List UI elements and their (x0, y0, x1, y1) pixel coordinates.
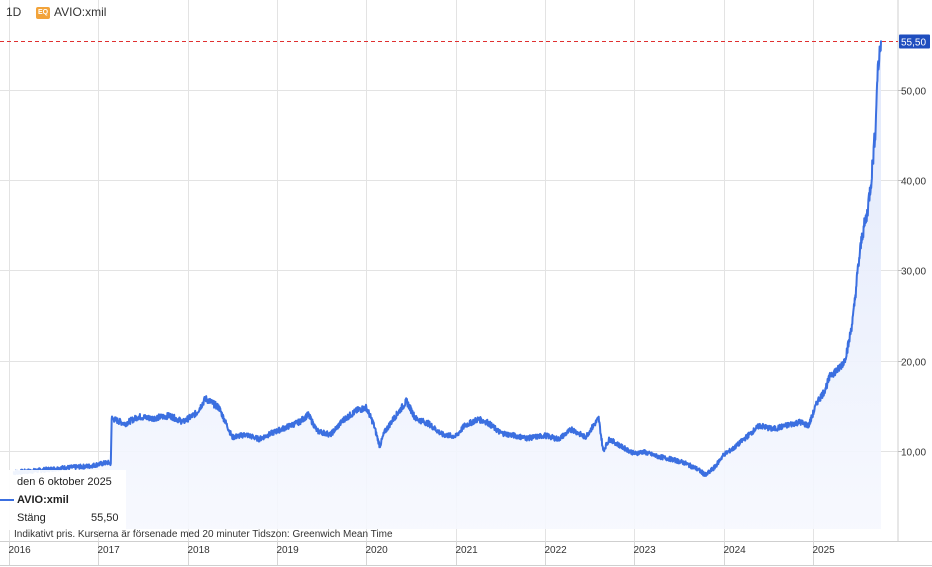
area-fill (13, 40, 881, 529)
x-tick-label: 2017 (98, 545, 121, 556)
x-tick-label: 2016 (9, 545, 32, 556)
last-price-tag (899, 34, 930, 49)
x-tick-label: 2018 (188, 545, 211, 556)
legend-series-label: AVIO:xmil (17, 494, 69, 506)
x-tick-label: 2020 (366, 545, 389, 556)
legend-close-label: Stäng (17, 512, 46, 524)
series-line-icon (0, 499, 14, 502)
x-tick-label: 2025 (813, 545, 836, 556)
legend-date: den 6 oktober 2025 (17, 476, 112, 488)
x-tick-label: 2021 (456, 545, 479, 556)
legend-box: den 6 oktober 2025 AVIO:xmil Stäng 55,50 (0, 470, 126, 530)
equity-badge: EQ (36, 6, 50, 19)
grid (0, 0, 898, 541)
footnote: Indikativt pris. Kurserna är försenade m… (14, 529, 393, 540)
x-tick-label: 2019 (277, 545, 300, 556)
x-tick-label: 2024 (724, 545, 747, 556)
y-tick-label: 30,00 (901, 267, 926, 278)
x-tick-label: 2022 (545, 545, 568, 556)
timeframe-label[interactable]: 1D (6, 5, 22, 19)
price-line-group (12, 40, 882, 477)
y-tick-label: 20,00 (901, 358, 926, 369)
symbol-label: AVIO:xmil (54, 5, 107, 19)
symbol-header[interactable]: EQ AVIO:xmil (36, 5, 106, 19)
price-area (13, 40, 881, 529)
last-price-label: 55,50 (901, 38, 926, 49)
legend-series: AVIO:xmil (0, 494, 69, 506)
y-tick-label: 40,00 (901, 177, 926, 188)
price-line (12, 40, 882, 477)
legend-close-value: 55,50 (91, 512, 119, 524)
y-tick-label: 50,00 (901, 87, 926, 98)
x-tick-label: 2023 (634, 545, 657, 556)
y-tick-label: 10,00 (901, 448, 926, 459)
